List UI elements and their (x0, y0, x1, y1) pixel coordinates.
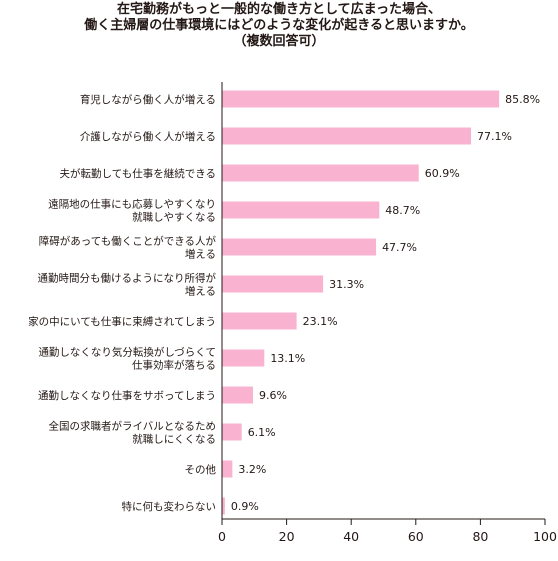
x-tick-label: 60 (408, 529, 424, 544)
category-label: 就職しやすくなる (132, 211, 216, 224)
bar (222, 238, 377, 256)
chart-title: 在宅勤務がもっと一般的な働き方として広まった場合、 働く主婦層の仕事環境にはどの… (0, 2, 558, 50)
category-label: 通勤時間分も働けるようになり所得が (38, 272, 217, 285)
data-label: 47.7% (382, 241, 417, 254)
category-label: 遠隔地の仕事にも応募しやすくなり (48, 198, 216, 211)
data-label: 0.9% (231, 500, 259, 513)
category-label: 家の中にいても仕事に束縛されてしまう (28, 315, 216, 328)
category-label: 全国の求職者がライバルとなるため (49, 420, 216, 433)
chart-title-line-1: 在宅勤務がもっと一般的な働き方として広まった場合、 (116, 2, 442, 17)
x-tick-label: 40 (343, 529, 359, 544)
x-tick-label: 20 (279, 529, 295, 544)
data-label: 9.6% (259, 389, 287, 402)
category-label: その他 (185, 463, 217, 476)
bar (222, 460, 233, 478)
data-label: 48.7% (385, 204, 420, 217)
category-label: 通勤しなくなり仕事をサボってしまう (38, 389, 216, 402)
data-label: 85.8% (505, 93, 540, 106)
x-tick-label: 80 (472, 529, 488, 544)
data-label: 77.1% (477, 130, 512, 143)
data-label: 3.2% (238, 463, 266, 476)
bar (222, 127, 472, 145)
data-label: 13.1% (270, 352, 305, 365)
category-label: 特に何も変わらない (122, 500, 217, 513)
chart-title-line-3: （複数回答可） (233, 34, 325, 49)
x-tick-label: 100 (533, 529, 557, 544)
category-label: 増える (185, 248, 216, 261)
data-label: 23.1% (303, 315, 338, 328)
bar (222, 423, 242, 441)
category-label: 仕事効率が落ちる (132, 359, 216, 372)
bar (222, 90, 500, 108)
data-label: 31.3% (329, 278, 364, 291)
bar (222, 164, 419, 182)
category-label: 夫が転勤しても仕事を継続できる (60, 167, 216, 180)
chart-title-line-2: 働く主婦層の仕事環境にはどのような変化が起きると思いますか。 (84, 18, 474, 33)
bar (222, 312, 297, 330)
bar (222, 201, 380, 219)
category-label: 障碍があっても働くことができる人が (39, 235, 217, 248)
bar (222, 275, 324, 293)
data-label: 6.1% (248, 426, 276, 439)
bar (222, 497, 225, 515)
category-label: 介護しながら働く人が増える (80, 130, 216, 143)
category-label: 通勤しなくなり気分転換がしづらくて (38, 346, 216, 359)
category-label: 就職しにくくなる (132, 433, 216, 446)
category-label: 育児しながら働く人が増える (80, 93, 216, 106)
x-tick-label: 0 (218, 529, 226, 544)
category-label: 増える (185, 285, 216, 298)
bar (222, 349, 265, 367)
data-label: 60.9% (425, 167, 460, 180)
bar (222, 386, 254, 404)
